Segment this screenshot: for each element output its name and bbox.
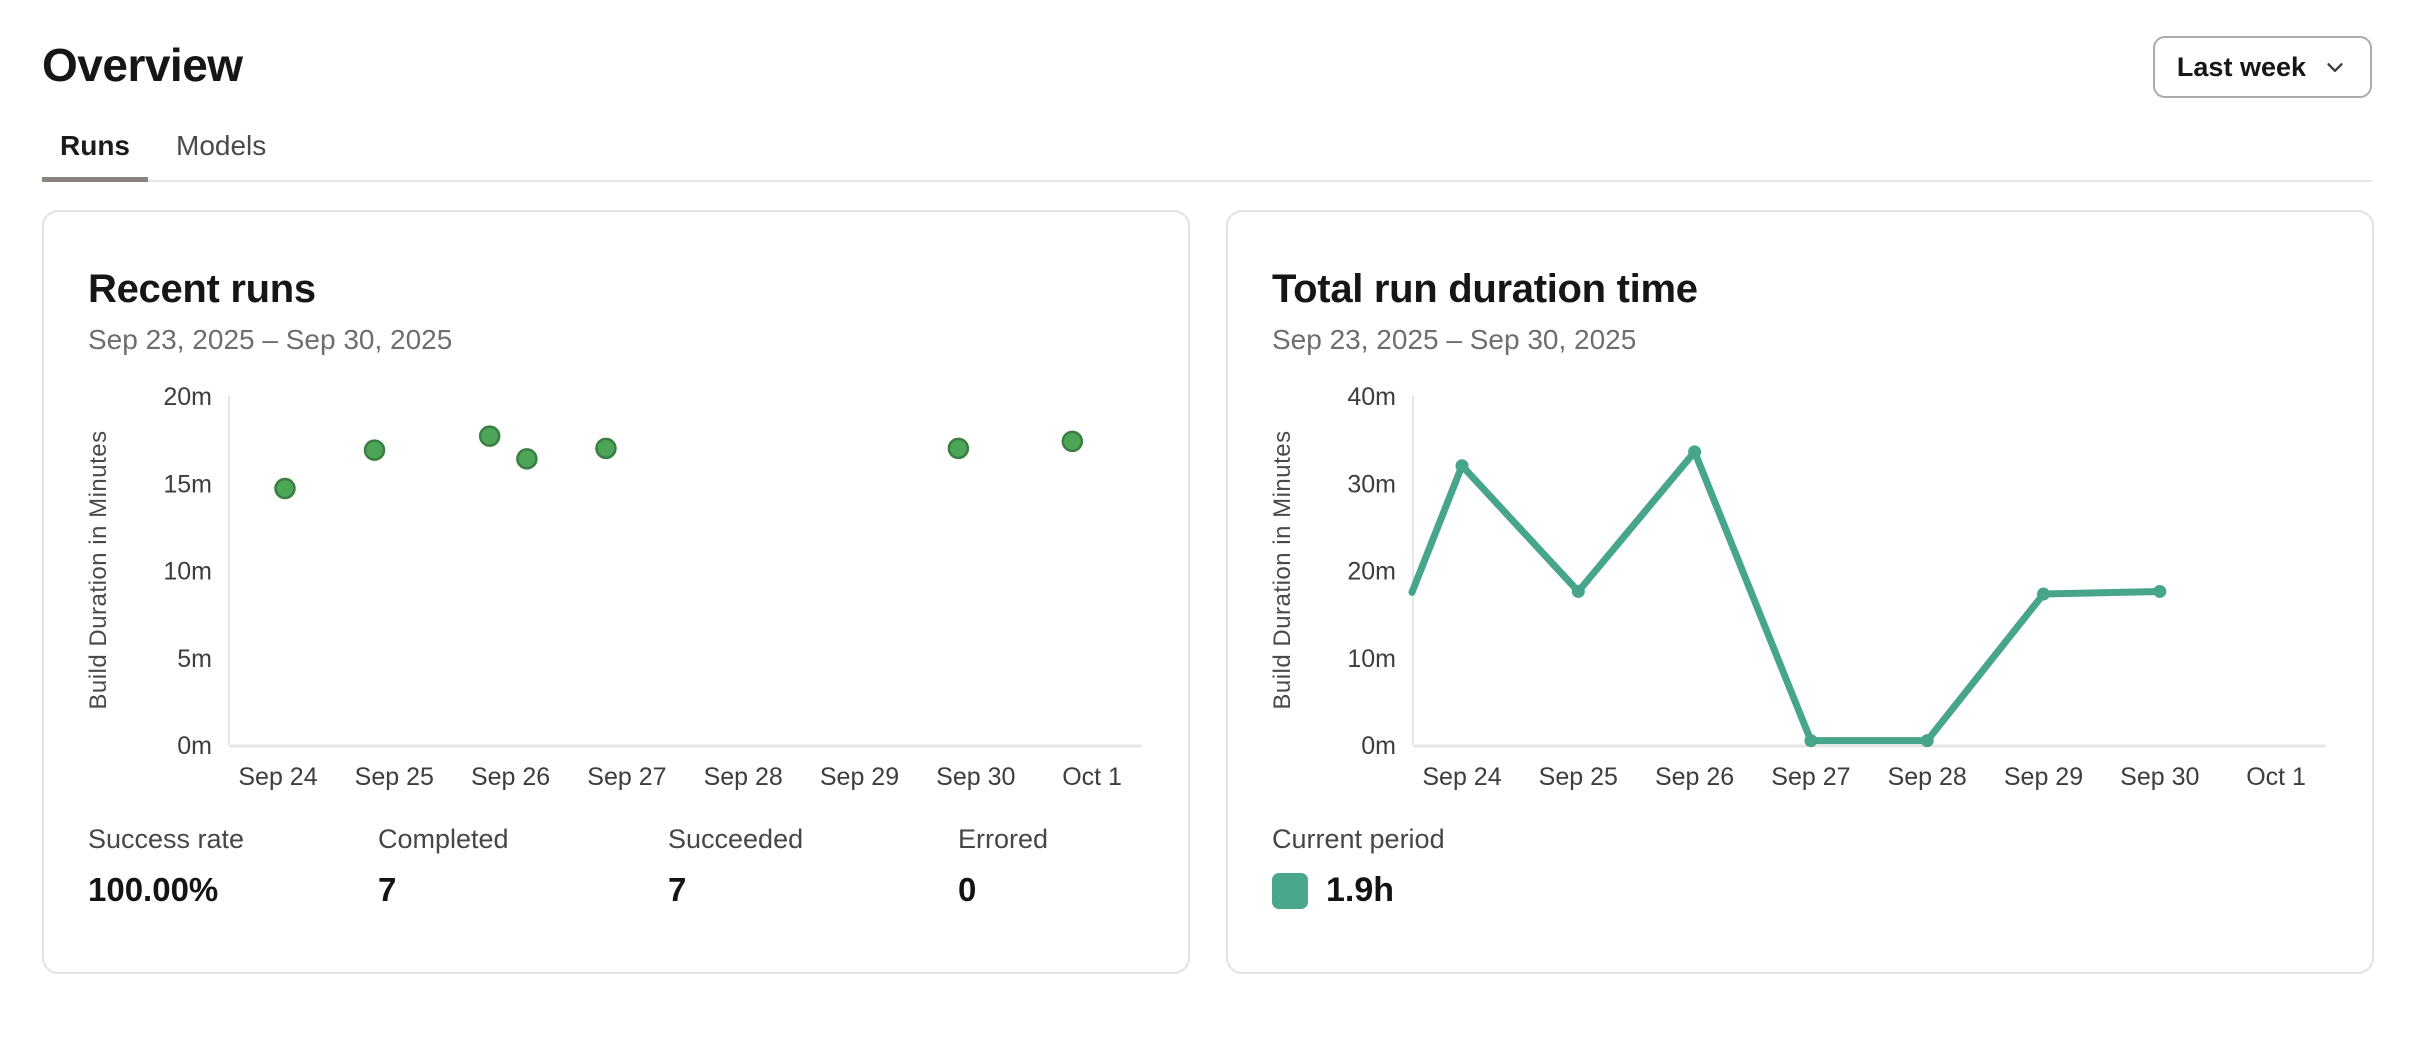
stat-value: 0 [958,871,977,908]
stat-label: Success rate [88,824,245,854]
page-header: Overview Last week [0,0,2414,98]
tab-runs[interactable]: Runs [42,118,148,182]
recent-runs-card: Recent runs Sep 23, 2025 – Sep 30, 2025 … [42,210,1190,974]
chart-legend: Current period 1.9h [1272,824,2328,910]
stat-value: 7 [378,871,397,908]
svg-text:0m: 0m [1361,732,1396,760]
svg-text:Sep 25: Sep 25 [1539,763,1618,791]
svg-text:20m: 20m [1347,558,1396,586]
recent-runs-scatter-chart: Build Duration in Minutes 0m 5m 10m 15m 20m Se… [88,380,1144,800]
date-range: Sep 23, 2025 – Sep 30, 2025 [88,324,453,355]
svg-text:40m: 40m [1347,383,1396,411]
stats-row: Success rate 100.00% Completed 7 Succeed… [88,824,1144,909]
svg-text:Oct 1: Oct 1 [2246,763,2306,791]
page-title: Overview [42,39,243,91]
stat-label: Succeeded [668,824,804,854]
period-selector[interactable]: Last week [2152,36,2372,98]
svg-text:Sep 28: Sep 28 [1888,763,1967,791]
chevron-down-icon [2327,63,2343,72]
period-selector-label: Last week [2176,51,2306,82]
svg-text:Sep 29: Sep 29 [820,763,899,791]
svg-text:Build Duration in Minutes: Build Duration in Minutes [1272,430,1296,709]
card-title: Recent runs [88,267,316,311]
stat-label: Completed [378,824,509,854]
svg-text:30m: 30m [1347,470,1396,498]
svg-text:10m: 10m [1347,645,1396,673]
stat-success-rate: Success rate 100.00% [88,824,378,909]
date-range: Sep 23, 2025 – Sep 30, 2025 [1272,324,1637,355]
cards-row: Recent runs Sep 23, 2025 – Sep 30, 2025 … [42,210,2374,974]
svg-text:Sep 26: Sep 26 [1655,763,1734,791]
legend-swatch [1272,872,1308,909]
stat-completed: Completed 7 [378,824,668,909]
svg-text:Sep 30: Sep 30 [936,763,1015,791]
svg-text:Sep 28: Sep 28 [704,763,783,791]
svg-text:Sep 26: Sep 26 [471,763,550,791]
total-run-duration-line-chart: Build Duration in Minutes 0m 10m 20m 30m 40m S… [1272,380,2328,800]
svg-text:10m: 10m [163,558,212,586]
svg-text:Sep 24: Sep 24 [1422,763,1501,791]
card-title: Total run duration time [1272,267,1698,311]
stat-errored: Errored 0 [958,824,1144,909]
svg-text:Sep 24: Sep 24 [238,763,317,791]
stat-value: 100.00% [88,871,219,908]
svg-text:Oct 1: Oct 1 [1062,763,1122,791]
legend-row: 1.9h [1272,871,2328,910]
stat-value: 7 [668,871,687,908]
svg-text:Sep 30: Sep 30 [2120,763,2199,791]
stat-succeeded: Succeeded 7 [668,824,958,909]
svg-text:Sep 27: Sep 27 [1771,763,1850,791]
total-run-duration-card: Total run duration time Sep 23, 2025 – S… [1226,210,2374,974]
legend-label: Current period [1272,824,1445,854]
svg-text:20m: 20m [163,383,212,411]
svg-text:Build Duration in Minutes: Build Duration in Minutes [88,430,112,709]
svg-text:15m: 15m [163,470,212,498]
svg-text:Sep 27: Sep 27 [587,763,666,791]
svg-text:5m: 5m [177,645,212,673]
svg-text:0m: 0m [177,732,212,760]
svg-text:Sep 29: Sep 29 [2004,763,2083,791]
legend-value: 1.9h [1326,871,1395,909]
tab-models[interactable]: Models [176,130,267,161]
stat-label: Errored [958,824,1049,854]
tabs-bar: Runs Models [42,118,2372,182]
svg-text:Sep 25: Sep 25 [355,763,434,791]
